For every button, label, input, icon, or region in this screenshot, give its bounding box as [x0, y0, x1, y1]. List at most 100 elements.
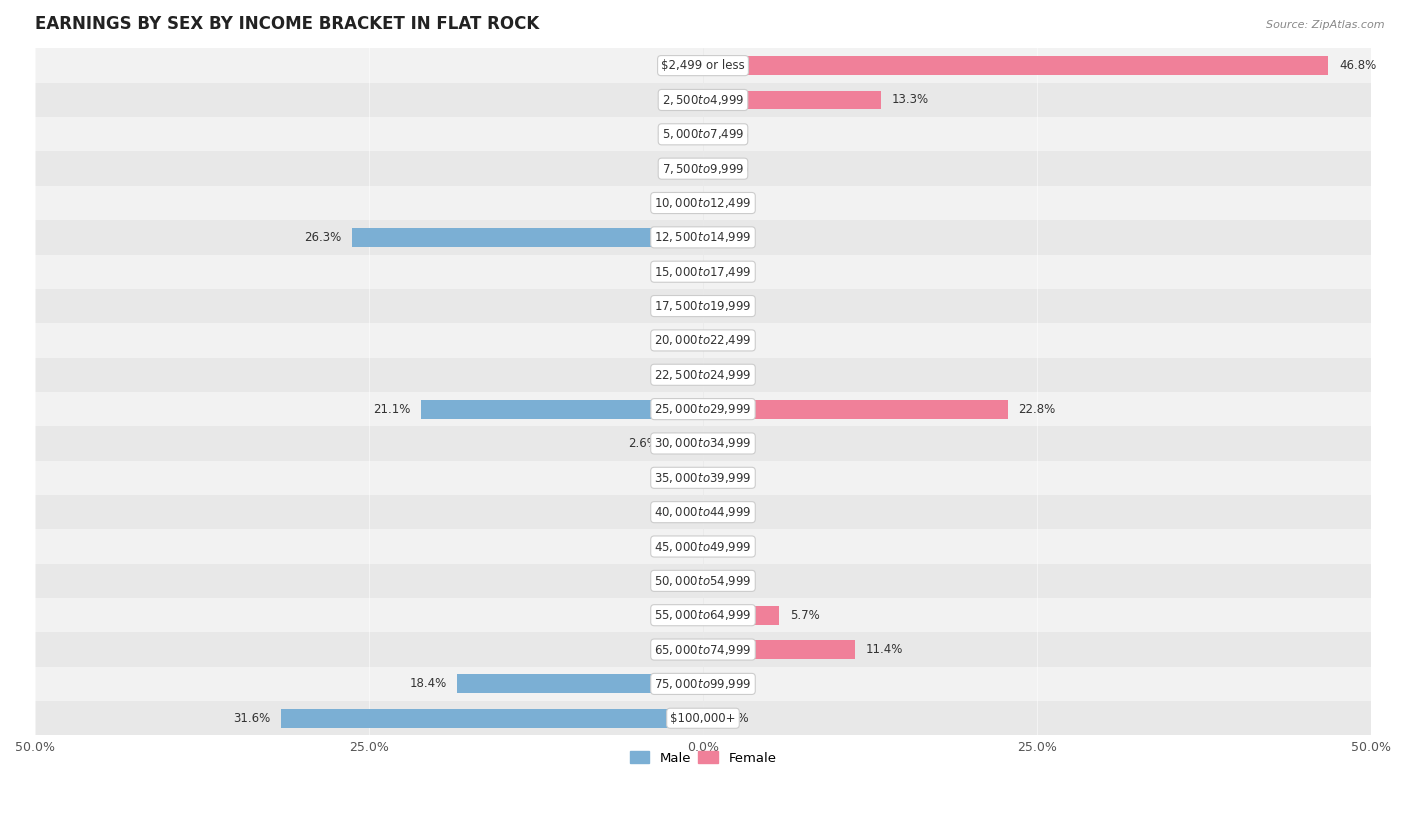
Text: $7,500 to $9,999: $7,500 to $9,999: [662, 162, 744, 176]
Bar: [35, 667, 1371, 701]
Bar: [697, 537, 703, 556]
Bar: [703, 296, 709, 316]
Bar: [35, 49, 1371, 83]
Text: $17,500 to $19,999: $17,500 to $19,999: [654, 299, 752, 313]
Bar: [457, 675, 703, 694]
Bar: [352, 228, 703, 247]
Bar: [703, 434, 709, 453]
Bar: [422, 400, 703, 418]
Bar: [697, 571, 703, 590]
Text: 0.0%: 0.0%: [658, 334, 688, 347]
Text: $65,000 to $74,999: $65,000 to $74,999: [654, 642, 752, 657]
Bar: [35, 83, 1371, 117]
Bar: [703, 537, 709, 556]
Text: 0.0%: 0.0%: [718, 162, 748, 175]
Bar: [697, 160, 703, 178]
Text: $50,000 to $54,999: $50,000 to $54,999: [654, 574, 752, 588]
Text: 0.0%: 0.0%: [658, 162, 688, 175]
Bar: [697, 90, 703, 109]
Text: 26.3%: 26.3%: [304, 231, 340, 244]
Bar: [703, 709, 709, 728]
Text: 0.0%: 0.0%: [718, 300, 748, 313]
Text: $30,000 to $34,999: $30,000 to $34,999: [654, 436, 752, 450]
Text: $100,000+: $100,000+: [671, 711, 735, 724]
Text: 18.4%: 18.4%: [409, 677, 447, 690]
Bar: [703, 90, 880, 109]
Bar: [35, 357, 1371, 392]
Bar: [703, 606, 779, 624]
Text: 0.0%: 0.0%: [718, 265, 748, 278]
Text: $40,000 to $44,999: $40,000 to $44,999: [654, 505, 752, 519]
Text: 22.8%: 22.8%: [1018, 403, 1056, 416]
Text: 0.0%: 0.0%: [718, 471, 748, 484]
Text: $5,000 to $7,499: $5,000 to $7,499: [662, 127, 744, 142]
Bar: [703, 675, 709, 694]
Text: 31.6%: 31.6%: [233, 711, 270, 724]
Bar: [703, 125, 709, 144]
Text: 0.0%: 0.0%: [718, 575, 748, 588]
Text: $12,500 to $14,999: $12,500 to $14,999: [654, 230, 752, 244]
Bar: [35, 632, 1371, 667]
Text: Source: ZipAtlas.com: Source: ZipAtlas.com: [1267, 20, 1385, 30]
Bar: [35, 461, 1371, 495]
Text: $25,000 to $29,999: $25,000 to $29,999: [654, 402, 752, 416]
Bar: [35, 701, 1371, 735]
Bar: [697, 365, 703, 384]
Text: $10,000 to $12,499: $10,000 to $12,499: [654, 196, 752, 210]
Text: $15,000 to $17,499: $15,000 to $17,499: [654, 265, 752, 278]
Text: 0.0%: 0.0%: [718, 334, 748, 347]
Bar: [703, 228, 709, 247]
Legend: Male, Female: Male, Female: [624, 746, 782, 770]
Text: 0.0%: 0.0%: [658, 368, 688, 381]
Bar: [35, 221, 1371, 255]
Text: 0.0%: 0.0%: [658, 505, 688, 519]
Text: $2,500 to $4,999: $2,500 to $4,999: [662, 93, 744, 107]
Bar: [35, 289, 1371, 323]
Text: 0.0%: 0.0%: [658, 265, 688, 278]
Bar: [697, 606, 703, 624]
Bar: [35, 392, 1371, 427]
Bar: [703, 365, 709, 384]
Bar: [35, 255, 1371, 289]
Bar: [703, 56, 1329, 75]
Text: 0.0%: 0.0%: [718, 711, 748, 724]
Text: 0.0%: 0.0%: [658, 540, 688, 553]
Text: 46.8%: 46.8%: [1339, 59, 1376, 72]
Text: 0.0%: 0.0%: [658, 609, 688, 622]
Text: 0.0%: 0.0%: [658, 196, 688, 209]
Text: 0.0%: 0.0%: [658, 643, 688, 656]
Text: 0.0%: 0.0%: [718, 437, 748, 450]
Text: 11.4%: 11.4%: [866, 643, 904, 656]
Text: 0.0%: 0.0%: [718, 677, 748, 690]
Bar: [703, 468, 709, 488]
Text: $75,000 to $99,999: $75,000 to $99,999: [654, 677, 752, 691]
Text: 21.1%: 21.1%: [373, 403, 411, 416]
Bar: [35, 529, 1371, 563]
Bar: [35, 427, 1371, 461]
Bar: [697, 262, 703, 281]
Bar: [35, 563, 1371, 598]
Text: 0.0%: 0.0%: [718, 540, 748, 553]
Bar: [703, 331, 709, 350]
Bar: [703, 160, 709, 178]
Bar: [697, 56, 703, 75]
Text: 0.0%: 0.0%: [658, 300, 688, 313]
Text: $20,000 to $22,499: $20,000 to $22,499: [654, 334, 752, 348]
Text: EARNINGS BY SEX BY INCOME BRACKET IN FLAT ROCK: EARNINGS BY SEX BY INCOME BRACKET IN FLA…: [35, 15, 540, 33]
Text: 0.0%: 0.0%: [658, 575, 688, 588]
Bar: [697, 194, 703, 212]
Bar: [697, 125, 703, 144]
Bar: [703, 262, 709, 281]
Text: 0.0%: 0.0%: [718, 505, 748, 519]
Bar: [703, 194, 709, 212]
Bar: [697, 296, 703, 316]
Bar: [697, 503, 703, 522]
Bar: [35, 495, 1371, 529]
Text: 0.0%: 0.0%: [718, 231, 748, 244]
Text: $35,000 to $39,999: $35,000 to $39,999: [654, 470, 752, 485]
Text: $55,000 to $64,999: $55,000 to $64,999: [654, 608, 752, 622]
Bar: [35, 117, 1371, 151]
Text: 0.0%: 0.0%: [658, 471, 688, 484]
Text: 2.6%: 2.6%: [627, 437, 658, 450]
Bar: [697, 331, 703, 350]
